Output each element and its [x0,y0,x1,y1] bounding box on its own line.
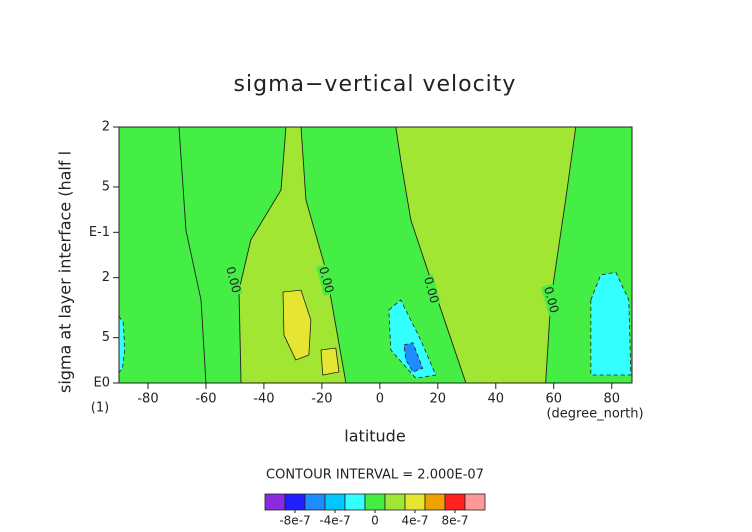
contour-region [590,271,632,376]
contour-label: 0.00 [421,275,441,304]
colorbar-box [284,493,306,511]
contour-line [238,127,287,383]
y-tick-label: 2 [102,120,110,135]
contour-line [395,127,467,383]
contour-line [178,127,207,383]
x-tick-label: -80 [137,392,158,407]
contour-label-bg [223,263,243,296]
colorbar-box [464,493,486,511]
colorbar-box [264,493,286,511]
contour-label: 0.00 [541,285,561,314]
colorbar-box [324,493,346,511]
contour-label-bg [316,263,336,296]
x-axis-label: latitude [344,427,405,446]
y-tick-label: E0 [94,376,111,391]
contour-interval: CONTOUR INTERVAL = 2.000E-07 [266,468,484,483]
x-tick-label: -60 [195,392,216,407]
colorbar-tick-label: -4e-7 [319,514,350,528]
x-tick-label: 20 [430,392,447,407]
colorbar-box [344,493,366,511]
colorbar-box [444,493,466,511]
colorbar-tick-label: 0 [371,514,379,528]
chart-title: sigma−vertical velocity [234,72,517,97]
y-tick-label: 5 [102,330,110,345]
y-axis-label: sigma at layer interface (half l [56,151,75,393]
x-tick-label: -20 [311,392,332,407]
contour-region [388,299,437,379]
colorbar-box [424,493,446,511]
contour-region [395,127,576,383]
contour-label-bg [541,283,561,316]
contour-region [238,127,346,383]
x-tick-label: 0 [376,392,384,407]
colorbar-tick-label: -8e-7 [279,514,310,528]
y-axis-unit: (1) [91,401,109,416]
colorbar-box [384,493,406,511]
contour-region [320,347,340,376]
y-tick-label: 5 [102,179,110,194]
y-tick-label: 2 [102,270,110,285]
colorbar-tick-label: 4e-7 [402,514,429,528]
colorbar-box [304,493,326,511]
plot-area: 0.00 0.00 0.00 0.00 [119,127,632,383]
colorbar-box [364,493,386,511]
x-tick-label: 60 [545,392,562,407]
contour-label: 0.00 [223,265,243,294]
y-tick-label: E-1 [89,225,110,240]
contour-line [545,127,577,383]
contour-region [119,315,126,373]
contour-label-bg [421,274,441,307]
x-tick-label: -40 [253,392,274,407]
x-tick-label: 40 [488,392,505,407]
colorbar-box [404,493,426,511]
contour-region [282,289,312,361]
x-axis-unit: (degree_north) [546,407,643,422]
plot-frame [118,126,633,384]
contour-line [300,127,347,383]
contour-region [403,342,424,373]
contour-label: 0.00 [316,265,336,294]
colorbar-tick-label: 8e-7 [442,514,469,528]
x-tick-label: 80 [603,392,620,407]
